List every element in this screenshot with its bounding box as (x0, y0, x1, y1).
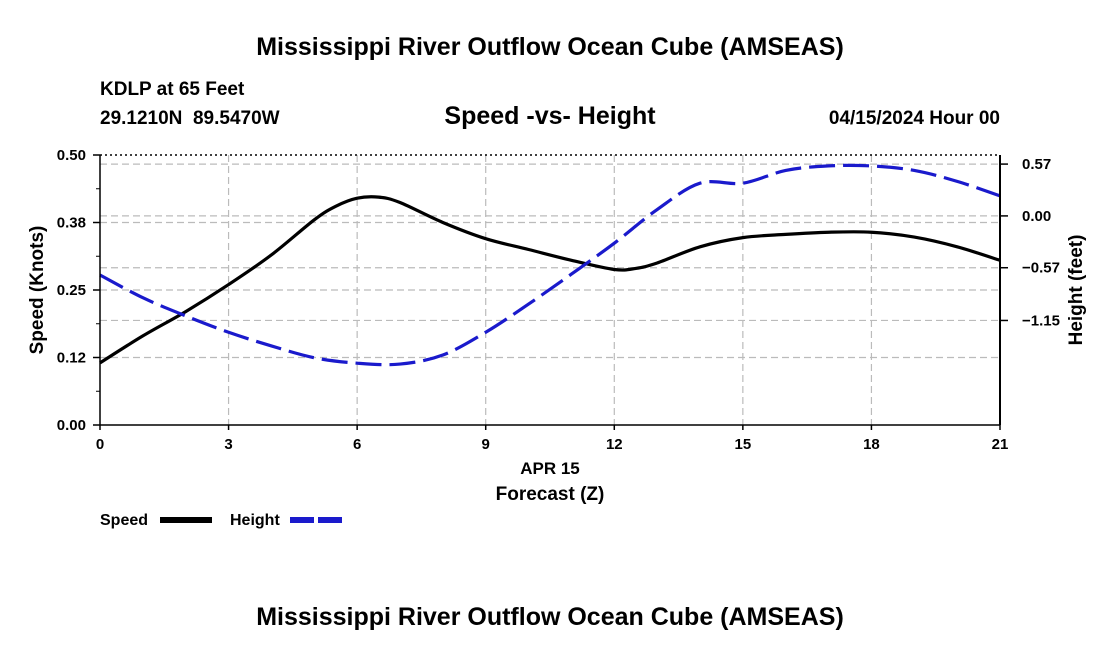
speed-series-line (99, 195, 1001, 365)
x-tick-label: 3 (224, 436, 232, 453)
axes: 0 3 6 9 12 15 18 21 0.00 0.12 0.25 0.38 0.50 −1.15 −0.… (57, 147, 1060, 453)
legend-height-label: Height (230, 512, 280, 529)
x-tick-label: 18 (863, 436, 880, 453)
chart-title: Speed -vs- Height (444, 102, 656, 130)
legend-speed-label: Speed (100, 512, 148, 529)
x-tick-label: 15 (735, 436, 752, 453)
x-axis-label: Forecast (Z) (496, 484, 605, 505)
y2-tick-label: 0.00 (1022, 208, 1051, 225)
y-axis-label: Speed (Knots) (27, 226, 48, 355)
x-tick-label: 9 (482, 436, 490, 453)
date-label: 04/15/2024 Hour 00 (829, 108, 1000, 129)
height-series-line (99, 163, 1001, 367)
y2-axis-label: Height (feet) (1066, 235, 1087, 346)
grid-lines (100, 155, 1000, 425)
x-tick-label: 21 (992, 436, 1009, 453)
series-layer (99, 163, 1001, 367)
y-tick-label: 0.38 (57, 215, 86, 232)
main-title: Mississippi River Outflow Ocean Cube (AM… (256, 33, 844, 61)
y-tick-label: 0.12 (57, 350, 86, 367)
x-tick-label: 6 (353, 436, 361, 453)
y-tick-label: 0.25 (57, 282, 86, 299)
legend: Speed Height (100, 512, 342, 529)
x-tick-label: 0 (96, 436, 104, 453)
x-tick-label: 12 (606, 436, 623, 453)
y2-tick-label: −1.15 (1022, 312, 1060, 329)
footer-title: Mississippi River Outflow Ocean Cube (AM… (256, 603, 844, 631)
y-tick-label: 0.00 (57, 417, 86, 434)
station-label: KDLP at 65 Feet (100, 79, 245, 100)
y-tick-label: 0.50 (57, 147, 86, 164)
y2-tick-label: −0.57 (1022, 260, 1060, 277)
x-sublabel: APR 15 (520, 459, 580, 478)
y2-tick-label: 0.57 (1022, 156, 1051, 173)
coords-label: 29.1210N 89.5470W (100, 108, 280, 129)
